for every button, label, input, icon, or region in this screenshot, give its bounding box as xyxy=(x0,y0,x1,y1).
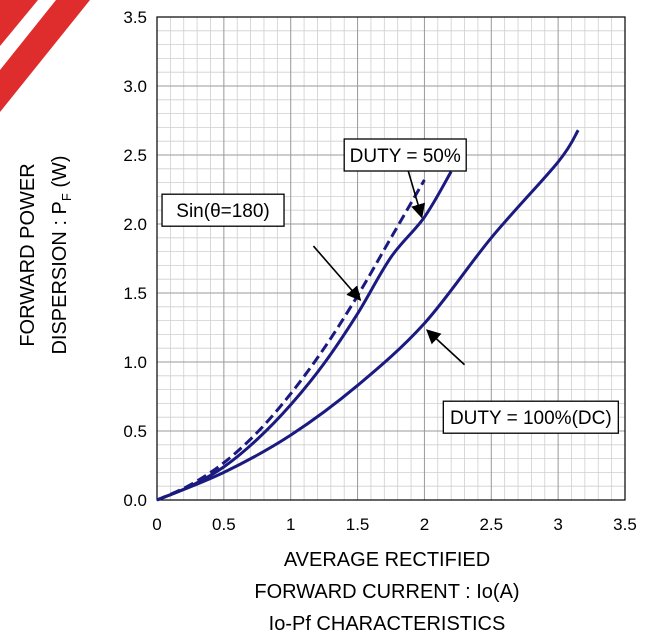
series-line-3 xyxy=(156,129,580,502)
y-axis-title-unit: (W) xyxy=(49,155,71,193)
series-line-1 xyxy=(156,170,453,502)
y-axis-title-line-1: FORWARD POWER xyxy=(17,163,39,346)
annotation-label-1: DUTY = 50% xyxy=(350,146,461,167)
annotation-layer: DUTY = 50% Sin(θ=180) DUTY = 100%(DC) xyxy=(161,138,619,434)
annotation-arrow-3 xyxy=(426,329,466,366)
x-tick-label: 0 xyxy=(152,515,161,534)
annotation-box-2 xyxy=(161,193,285,227)
y-axis-tick-labels: 0.0 0.5 1.0 1.5 2.0 2.5 3.0 3.5 xyxy=(123,8,147,510)
x-tick-label: 2.5 xyxy=(479,515,503,534)
x-tick-label: 3 xyxy=(553,515,562,534)
x-tick-label: 3.5 xyxy=(613,515,637,534)
x-tick-label: 2 xyxy=(420,515,429,534)
annotation-box-1 xyxy=(343,138,467,172)
y-tick-label: 0.0 xyxy=(123,491,147,510)
x-tick-label: 0.5 xyxy=(212,515,236,534)
y-axis-title-subscript: F xyxy=(59,193,74,201)
series-layer xyxy=(156,129,580,502)
x-axis-title-line-2: FORWARD CURRENT : Io(A) xyxy=(254,581,519,603)
plot-area-frame xyxy=(156,16,626,501)
annotation-arrow-2 xyxy=(312,245,362,301)
y-tick-label: 1.0 xyxy=(123,353,147,372)
y-axis-title-main: DISPERSION : P xyxy=(49,201,71,354)
y-axis-title-line-2: DISPERSION : PF (W) xyxy=(49,155,74,354)
chart-title: Io-Pf CHARACTERISTICS xyxy=(269,613,506,635)
annotation-label-3: DUTY = 100%(DC) xyxy=(450,408,612,429)
x-tick-label: 1.5 xyxy=(346,515,370,534)
y-tick-label: 1.5 xyxy=(123,284,147,303)
y-tick-label: 3.0 xyxy=(123,77,147,96)
series-line-2 xyxy=(156,179,426,502)
x-tick-label: 1 xyxy=(286,515,295,534)
y-tick-label: 3.5 xyxy=(123,8,147,27)
annotation-box-3 xyxy=(442,400,619,434)
y-tick-label: 0.5 xyxy=(123,422,147,441)
annotation-label-2: Sin(θ=180) xyxy=(176,201,269,222)
watermark-fragment xyxy=(0,0,90,112)
x-axis-tick-labels: 0 0.5 1 1.5 2 2.5 3 3.5 xyxy=(152,515,637,534)
y-tick-label: 2.5 xyxy=(123,146,147,165)
y-tick-label: 2.0 xyxy=(123,215,147,234)
x-axis-title-line-1: AVERAGE RECTIFIED xyxy=(284,549,490,571)
